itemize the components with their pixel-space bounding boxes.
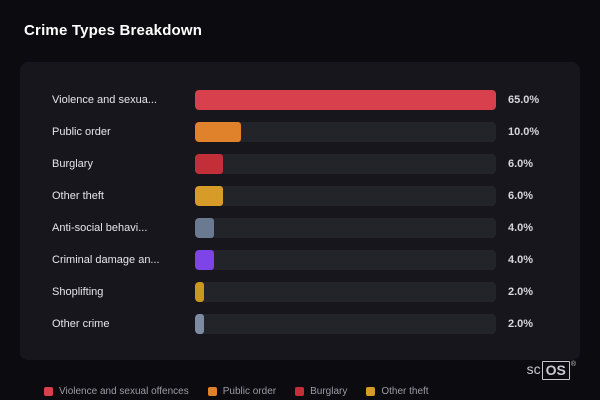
category-label: Public order [52,126,111,138]
value-label: 10.0% [508,126,540,138]
value-label: 2.0% [508,318,534,330]
value-label: 2.0% [508,286,534,298]
bar-track [195,282,496,302]
bar-track [195,122,496,142]
logo-prefix: sc [526,361,541,377]
legend-label: Violence and sexual offences [59,386,189,397]
value-label: 6.0% [508,190,534,202]
value-label: 6.0% [508,158,534,170]
bar-row: Criminal damage an... 4.0% [52,244,560,276]
bar[interactable] [195,314,205,334]
bar-row: Other theft 6.0% [52,180,560,212]
category-label: Other crime [52,318,110,330]
page-title: Crime Types Breakdown [24,22,203,39]
bar[interactable] [195,250,214,270]
legend-label: Other theft [381,386,429,397]
legend-swatch-icon [44,387,53,396]
legend-label: Public order [222,386,277,397]
bar[interactable] [195,122,242,142]
legend-item[interactable]: Violence and sexual offences [44,386,189,397]
scos-logo: sc OS ® [527,361,576,380]
legend-swatch-icon [295,387,305,396]
bar-track [195,314,496,334]
category-label: Anti-social behavi... [52,222,148,234]
bar-row: Other crime 2.0% [52,308,560,340]
logo-boxed-text: OS [541,361,570,380]
bar[interactable] [195,282,205,302]
category-label: Shoplifting [52,286,104,298]
bar-row: Violence and sexua... 65.0% [52,84,560,116]
chart-panel: Violence and sexua... 65.0% Public order 10… [20,62,580,360]
value-label: 4.0% [508,222,534,234]
legend-swatch-icon [207,387,217,396]
value-label: 65.0% [508,94,540,106]
bar-row: Public order 10.0% [52,116,560,148]
legend-item[interactable]: Public order [207,386,277,397]
legend-swatch-icon [366,387,376,396]
bar-chart: Violence and sexua... 65.0% Public order 10… [20,62,580,340]
legend-item[interactable]: Other theft [366,386,429,397]
bar-row: Burglary 6.0% [52,148,560,180]
bar-track [195,218,496,238]
legend: Violence and sexual offences Public order… [44,386,429,397]
bar[interactable] [195,186,223,206]
bar-track [195,186,496,206]
bar-row: Shoplifting 2.0% [52,276,560,308]
value-label: 4.0% [508,254,534,266]
category-label: Other theft [52,190,104,202]
bar[interactable] [195,218,214,238]
registered-mark: ® [570,361,576,368]
bar-track [195,154,496,174]
bar[interactable] [195,154,223,174]
legend-label: Burglary [310,386,348,397]
bar-track [195,90,496,110]
bar-row: Anti-social behavi... 4.0% [52,212,560,244]
legend-item[interactable]: Burglary [295,386,347,397]
category-label: Violence and sexua... [52,94,157,106]
bar[interactable] [195,90,496,110]
bar-track [195,250,496,270]
category-label: Criminal damage an... [52,254,160,266]
category-label: Burglary [52,158,93,170]
